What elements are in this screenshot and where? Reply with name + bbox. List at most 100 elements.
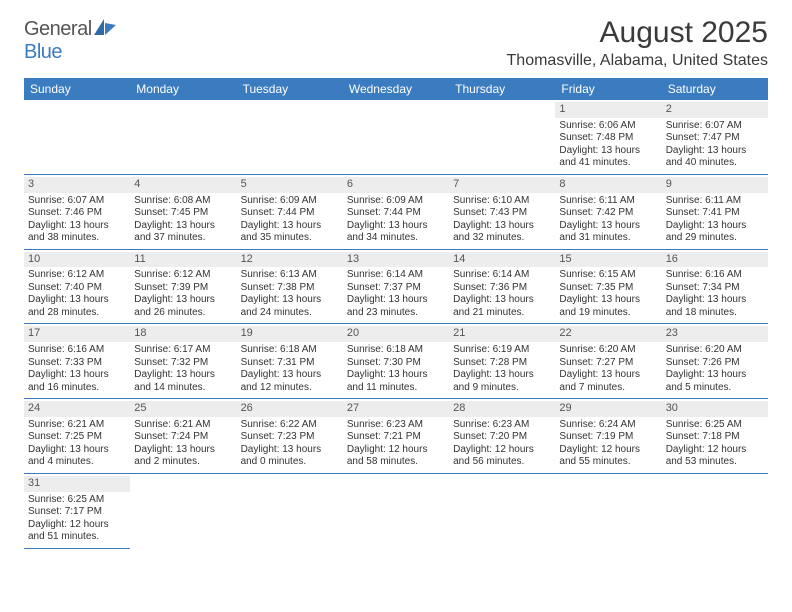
daylight-line: Daylight: 13 hours and 34 minutes. [347, 220, 445, 245]
sunrise-line: Sunrise: 6:20 AM [666, 344, 764, 357]
sunset-line: Sunset: 7:17 PM [28, 506, 126, 519]
day-cell: 24Sunrise: 6:21 AMSunset: 7:25 PMDayligh… [24, 399, 130, 474]
day-number: 26 [237, 401, 343, 417]
sunset-line: Sunset: 7:43 PM [453, 207, 551, 220]
sunrise-line: Sunrise: 6:10 AM [453, 195, 551, 208]
day-cell: 27Sunrise: 6:23 AMSunset: 7:21 PMDayligh… [343, 399, 449, 474]
daylight-line: Daylight: 13 hours and 31 minutes. [559, 220, 657, 245]
day-number: 30 [662, 401, 768, 417]
sunset-line: Sunset: 7:26 PM [666, 357, 764, 370]
day-number: 29 [555, 401, 661, 417]
day-cell: 23 Sunrise: 6:20 AMSunset: 7:26 PMDayligh… [662, 324, 768, 399]
sunset-line: Sunset: 7:37 PM [347, 282, 445, 295]
day-cell [343, 473, 449, 548]
day-cell: 7Sunrise: 6:10 AMSunset: 7:43 PMDaylight… [449, 174, 555, 249]
daylight-line: Daylight: 13 hours and 32 minutes. [453, 220, 551, 245]
daylight-line: Daylight: 13 hours and 40 minutes. [666, 145, 764, 170]
day-cell: 8 Sunrise: 6:11 AMSunset: 7:42 PMDaylight… [555, 174, 661, 249]
daylight-line: Daylight: 13 hours and 37 minutes. [134, 220, 232, 245]
day-number: 23 [662, 326, 768, 342]
day-number: 3 [24, 177, 130, 193]
daylight-line: Daylight: 13 hours and 19 minutes. [559, 294, 657, 319]
day-cell: 26 Sunrise: 6:22 AMSunset: 7:23 PMDayligh… [237, 399, 343, 474]
logo-secondary: Blue [24, 41, 62, 63]
daylight-line: Daylight: 12 hours and 55 minutes. [559, 444, 657, 469]
calendar-body: 1Sunrise: 6:06 AMSunset: 7:48 PMDaylight… [24, 100, 768, 548]
day-cell [130, 100, 236, 174]
day-cell [130, 473, 236, 548]
day-cell [555, 473, 661, 548]
weekday-header: Saturday [662, 78, 768, 100]
weekday-header: Friday [555, 78, 661, 100]
sunrise-line: Sunrise: 6:13 AM [241, 269, 339, 282]
sunrise-line: Sunrise: 6:20 AM [559, 344, 657, 357]
daylight-line: Daylight: 13 hours and 38 minutes. [28, 220, 126, 245]
daylight-line: Daylight: 12 hours and 53 minutes. [666, 444, 764, 469]
sunset-line: Sunset: 7:44 PM [241, 207, 339, 220]
sunrise-line: Sunrise: 6:18 AM [347, 344, 445, 357]
day-cell [662, 473, 768, 548]
weekday-row: SundayMondayTuesdayWednesdayThursdayFrid… [24, 78, 768, 100]
day-number: 20 [343, 326, 449, 342]
sunrise-line: Sunrise: 6:08 AM [134, 195, 232, 208]
day-number: 11 [130, 252, 236, 268]
day-cell: 25Sunrise: 6:21 AMSunset: 7:24 PMDayligh… [130, 399, 236, 474]
calendar-page: GeneralBlue August 2025 Thomasville, Ala… [0, 0, 792, 567]
day-cell [24, 100, 130, 174]
logo-text: GeneralBlue [24, 18, 116, 64]
weekday-header: Thursday [449, 78, 555, 100]
day-number: 2 [662, 102, 768, 118]
sunrise-line: Sunrise: 6:23 AM [347, 419, 445, 432]
logo-primary: General [24, 18, 92, 40]
sunset-line: Sunset: 7:20 PM [453, 431, 551, 444]
page-header: GeneralBlue August 2025 Thomasville, Ala… [24, 18, 768, 70]
day-number: 14 [449, 252, 555, 268]
day-cell [237, 100, 343, 174]
sunset-line: Sunset: 7:27 PM [559, 357, 657, 370]
day-cell: 1Sunrise: 6:06 AMSunset: 7:48 PMDaylight… [555, 100, 661, 174]
weekday-header: Tuesday [237, 78, 343, 100]
day-number: 28 [449, 401, 555, 417]
daylight-line: Daylight: 13 hours and 12 minutes. [241, 369, 339, 394]
daylight-line: Daylight: 13 hours and 18 minutes. [666, 294, 764, 319]
day-cell: 12Sunrise: 6:13 AMSunset: 7:38 PMDayligh… [237, 249, 343, 324]
location-text: Thomasville, Alabama, United States [507, 52, 768, 70]
daylight-line: Daylight: 13 hours and 5 minutes. [666, 369, 764, 394]
sunset-line: Sunset: 7:18 PM [666, 431, 764, 444]
day-cell: 28Sunrise: 6:23 AMSunset: 7:20 PMDayligh… [449, 399, 555, 474]
sunset-line: Sunset: 7:40 PM [28, 282, 126, 295]
sunrise-line: Sunrise: 6:21 AM [28, 419, 126, 432]
sunset-line: Sunset: 7:31 PM [241, 357, 339, 370]
sunrise-line: Sunrise: 6:14 AM [453, 269, 551, 282]
sunrise-line: Sunrise: 6:06 AM [559, 120, 657, 133]
day-number: 15 [555, 252, 661, 268]
sunrise-line: Sunrise: 6:11 AM [559, 195, 657, 208]
sunrise-line: Sunrise: 6:22 AM [241, 419, 339, 432]
sunset-line: Sunset: 7:36 PM [453, 282, 551, 295]
day-cell: 13Sunrise: 6:14 AMSunset: 7:37 PMDayligh… [343, 249, 449, 324]
daylight-line: Daylight: 13 hours and 21 minutes. [453, 294, 551, 319]
day-number: 31 [24, 476, 130, 492]
sunrise-line: Sunrise: 6:16 AM [28, 344, 126, 357]
day-number: 17 [24, 326, 130, 342]
day-number: 10 [24, 252, 130, 268]
sunset-line: Sunset: 7:42 PM [559, 207, 657, 220]
daylight-line: Daylight: 13 hours and 28 minutes. [28, 294, 126, 319]
sunset-line: Sunset: 7:45 PM [134, 207, 232, 220]
sunrise-line: Sunrise: 6:14 AM [347, 269, 445, 282]
sunrise-line: Sunrise: 6:18 AM [241, 344, 339, 357]
day-number: 25 [130, 401, 236, 417]
daylight-line: Daylight: 13 hours and 23 minutes. [347, 294, 445, 319]
day-number: 8 [555, 177, 661, 193]
daylight-line: Daylight: 13 hours and 0 minutes. [241, 444, 339, 469]
daylight-line: Daylight: 12 hours and 56 minutes. [453, 444, 551, 469]
logo: GeneralBlue [24, 18, 116, 64]
day-number: 21 [449, 326, 555, 342]
day-number: 27 [343, 401, 449, 417]
sunrise-line: Sunrise: 6:19 AM [453, 344, 551, 357]
sunrise-line: Sunrise: 6:16 AM [666, 269, 764, 282]
daylight-line: Daylight: 13 hours and 26 minutes. [134, 294, 232, 319]
sunset-line: Sunset: 7:23 PM [241, 431, 339, 444]
day-cell [237, 473, 343, 548]
day-cell [449, 100, 555, 174]
